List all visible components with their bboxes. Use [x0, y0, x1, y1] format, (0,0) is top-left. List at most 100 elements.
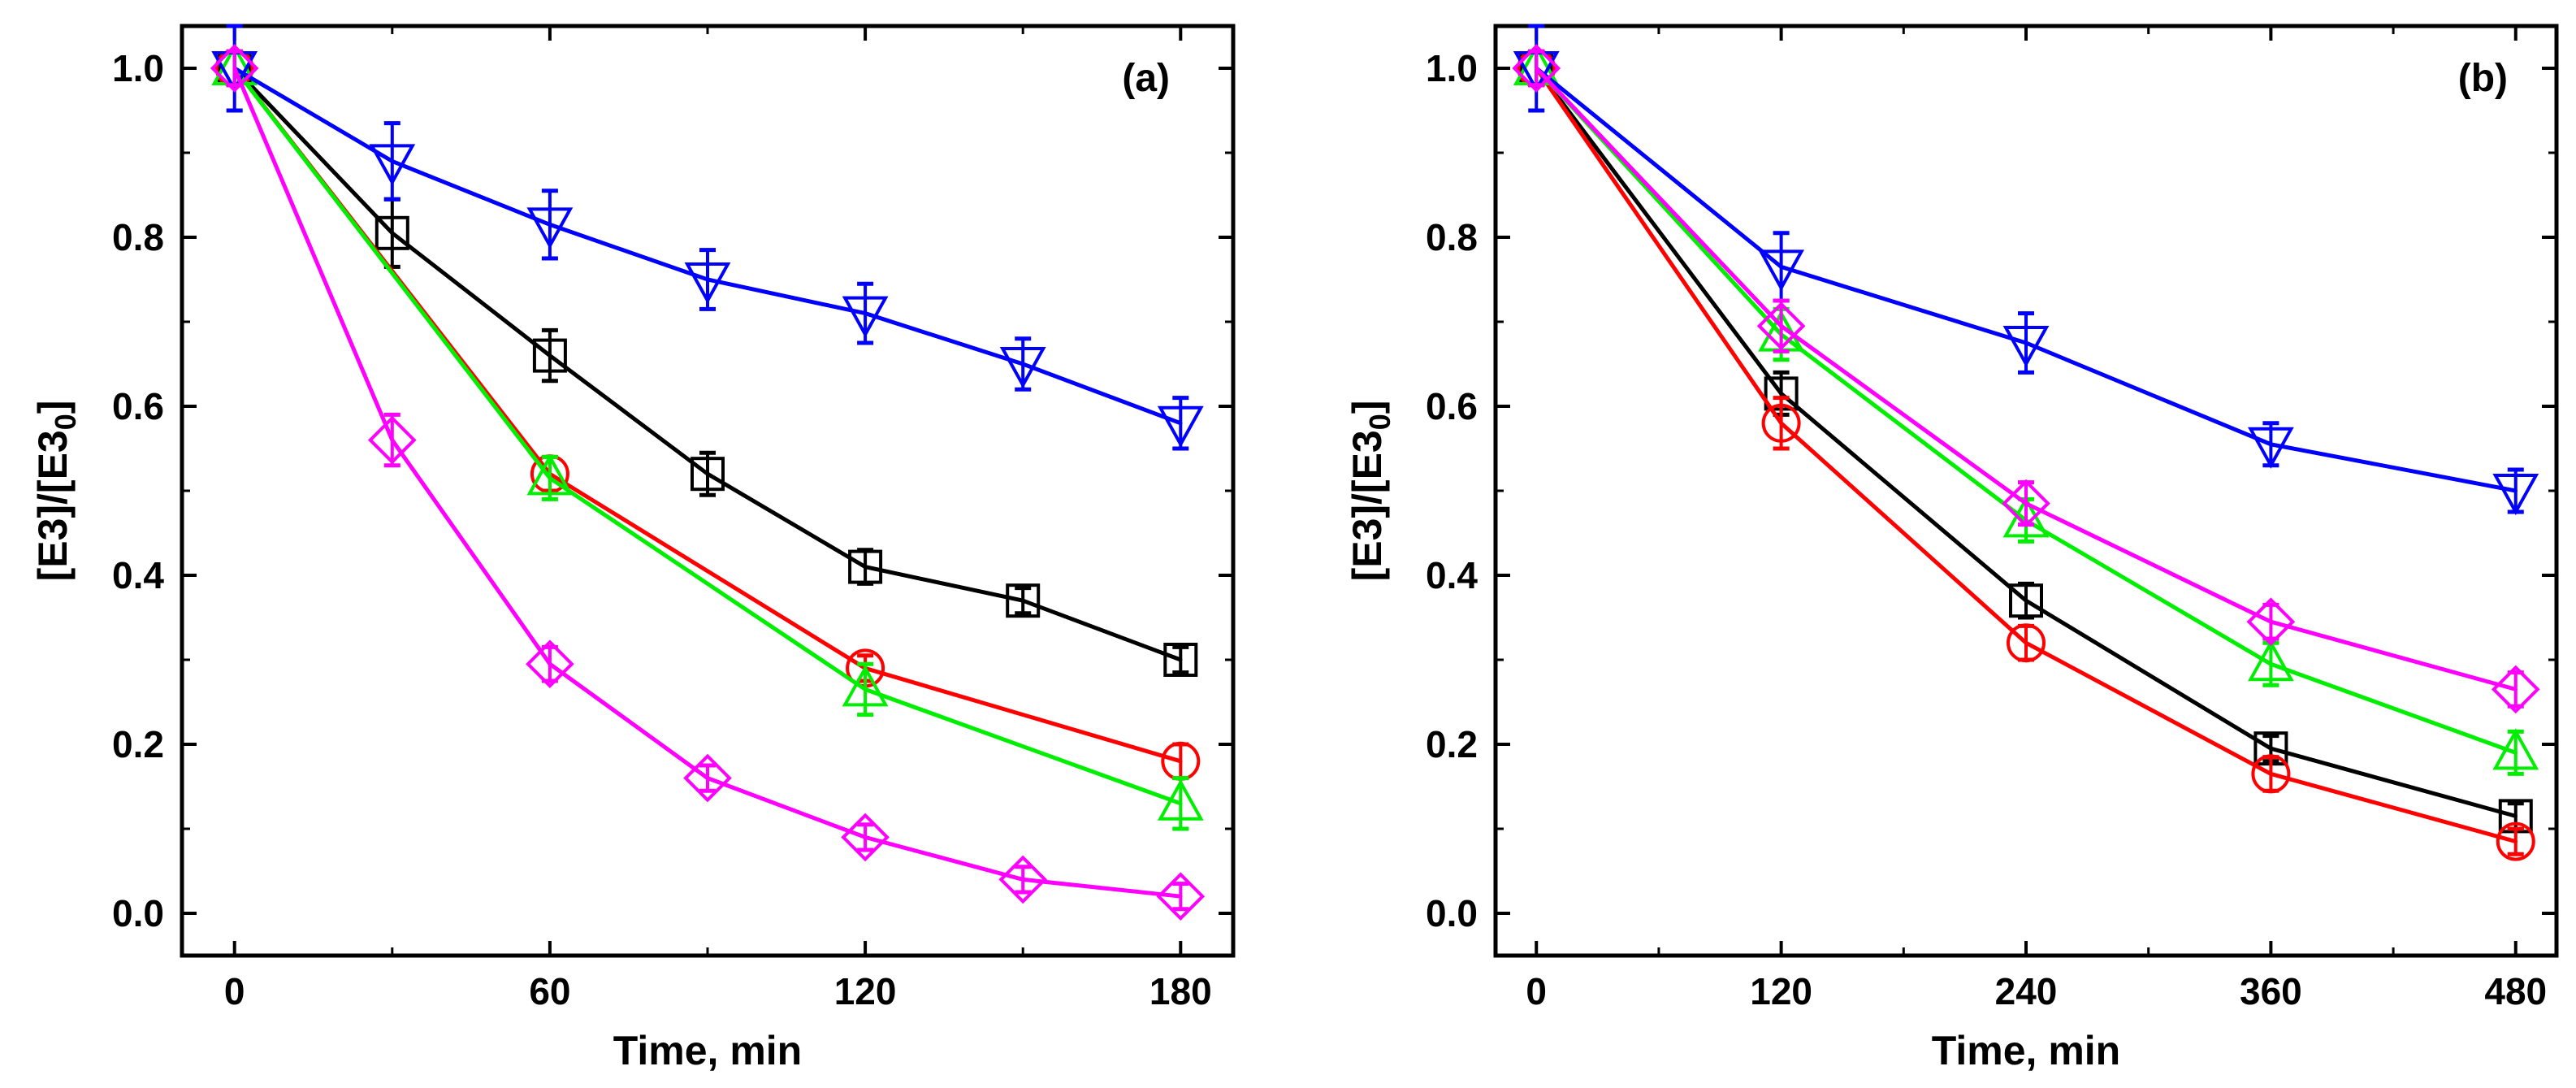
data-point-triangle-down — [2002, 326, 2050, 368]
data-point-square — [848, 549, 883, 584]
y-tick-label: 0.6 — [1426, 385, 1478, 427]
data-point-triangle-down — [684, 262, 731, 305]
data-point-diamond-center-dot — [548, 662, 552, 666]
data-point-triangle-up — [1157, 778, 1204, 821]
data-point-square — [1006, 583, 1041, 618]
series-layer-a — [210, 24, 1206, 921]
data-point-diamond-center-dot — [1535, 66, 1539, 71]
data-point-square-center-dot — [1021, 599, 1025, 603]
data-point-triangle-up-center-dot — [2513, 751, 2518, 755]
data-point-square-center-dot — [2269, 747, 2273, 751]
data-point-triangle-down — [999, 347, 1046, 389]
series-triangle-up-b — [1513, 43, 2539, 776]
x-tick-label: 0 — [224, 970, 245, 1012]
data-point-triangle-down-center-dot — [2513, 488, 2518, 493]
data-point-diamond — [367, 415, 417, 465]
series-diamond-b — [1512, 44, 2540, 714]
series-diamond-a — [210, 44, 1206, 921]
x-tick-label: 480 — [2484, 970, 2547, 1012]
data-point-diamond — [2491, 665, 2540, 714]
y-tick-label: 0.8 — [112, 216, 164, 258]
y-tick-label: 0.2 — [112, 723, 164, 765]
data-point-triangle-down-center-dot — [390, 159, 394, 163]
x-tick-labels-a: 0 60 120 180 — [224, 970, 1212, 1012]
data-point-diamond-center-dot — [863, 835, 868, 839]
y-axis-title-sub-a: 0 — [49, 414, 82, 430]
data-point-triangle-down — [842, 296, 889, 338]
series-square-b — [1519, 49, 2533, 834]
data-point-diamond — [1156, 872, 1206, 921]
data-point-diamond — [998, 855, 1048, 904]
data-point-diamond-center-dot — [2269, 620, 2273, 624]
data-point-diamond-center-dot — [2513, 687, 2518, 691]
data-point-diamond — [683, 753, 732, 803]
y-axis-title-main-b: [E3]/[E3 — [1344, 430, 1390, 581]
panel-label-b: (b) — [2458, 57, 2508, 100]
data-point-diamond-center-dot — [1779, 324, 1783, 328]
y-tick-label: 0.4 — [112, 554, 164, 596]
data-point-triangle-up — [2492, 728, 2539, 770]
data-point-diamond — [2246, 597, 2296, 647]
data-point-square — [691, 457, 725, 492]
data-point-square — [532, 338, 567, 373]
data-point-triangle-down-center-dot — [1021, 362, 1025, 366]
data-point-circle-center-dot — [2513, 839, 2518, 843]
data-point-square-center-dot — [863, 565, 868, 569]
data-point-triangle-down — [369, 144, 416, 186]
data-point-diamond — [1756, 301, 1806, 351]
x-tick-label: 0 — [1526, 970, 1547, 1012]
data-point-triangle-up-center-dot — [2269, 662, 2273, 666]
x-axis-title-a: Time, min — [613, 1028, 802, 1073]
y-axis-title-a: [E3]/[E30] — [30, 401, 82, 582]
data-point-diamond-center-dot — [232, 66, 236, 71]
series-triangle-down-b — [1513, 24, 2539, 516]
data-point-triangle-down-center-dot — [1779, 265, 1783, 269]
data-point-circle — [2007, 623, 2046, 663]
data-point-circle-center-dot — [1779, 421, 1783, 425]
data-point-circle — [2251, 754, 2291, 794]
data-point-square-center-dot — [2513, 814, 2518, 818]
y-tick-label: 0.6 — [112, 385, 164, 427]
data-point-circle-center-dot — [2024, 641, 2028, 645]
y-axis-title-close-a: ] — [30, 401, 76, 414]
data-point-triangle-down — [2247, 427, 2294, 469]
data-point-triangle-up — [526, 453, 574, 496]
x-tick-labels-b: 0 120 240 360 480 — [1526, 970, 2547, 1012]
x-tick-label: 360 — [2240, 970, 2302, 1012]
series-line-triangle-up — [232, 67, 1182, 806]
data-point-diamond-center-dot — [390, 438, 394, 442]
data-point-triangle-up — [2247, 639, 2294, 682]
y-axis-title-main-a: [E3]/[E3 — [30, 430, 76, 581]
data-point-diamond-center-dot — [2024, 501, 2028, 505]
data-point-circle-center-dot — [2269, 772, 2273, 776]
data-point-circle — [2496, 821, 2535, 861]
y-axis-title-b: [E3]/[E30] — [1344, 401, 1396, 582]
y-tick-label: 0.8 — [1426, 216, 1478, 258]
data-point-triangle-up-center-dot — [863, 687, 868, 691]
data-point-diamond — [2002, 479, 2050, 528]
x-tick-label: 60 — [529, 970, 570, 1012]
data-point-diamond-center-dot — [1179, 895, 1183, 899]
series-line-circle — [1535, 67, 2517, 844]
y-tick-labels-a: 0.0 0.2 0.4 0.6 0.8 1.0 — [112, 47, 164, 934]
y-tick-label: 1.0 — [112, 47, 164, 89]
data-point-diamond — [841, 813, 890, 862]
data-point-triangle-down — [2492, 474, 2539, 516]
y-axis-title-sub-b: 0 — [1363, 414, 1396, 430]
data-point-triangle-up-center-dot — [548, 476, 552, 480]
data-point-circle — [1761, 403, 1801, 443]
y-tick-label: 0.0 — [1426, 892, 1478, 934]
data-point-square-center-dot — [1179, 657, 1183, 662]
data-point-triangle-down — [1758, 249, 1805, 292]
data-point-triangle-down-center-dot — [705, 277, 710, 282]
y-tick-label: 0.2 — [1426, 723, 1478, 765]
data-point-triangle-down-center-dot — [548, 223, 552, 227]
data-point-diamond — [210, 44, 259, 93]
data-point-triangle-up — [842, 665, 889, 707]
y-tick-labels-b: 0.0 0.2 0.4 0.6 0.8 1.0 — [1426, 47, 1478, 934]
y-tick-label: 0.0 — [112, 892, 164, 934]
data-point-square — [1163, 643, 1198, 677]
data-point-triangle-down — [526, 207, 574, 249]
series-circle-a — [214, 49, 1201, 781]
